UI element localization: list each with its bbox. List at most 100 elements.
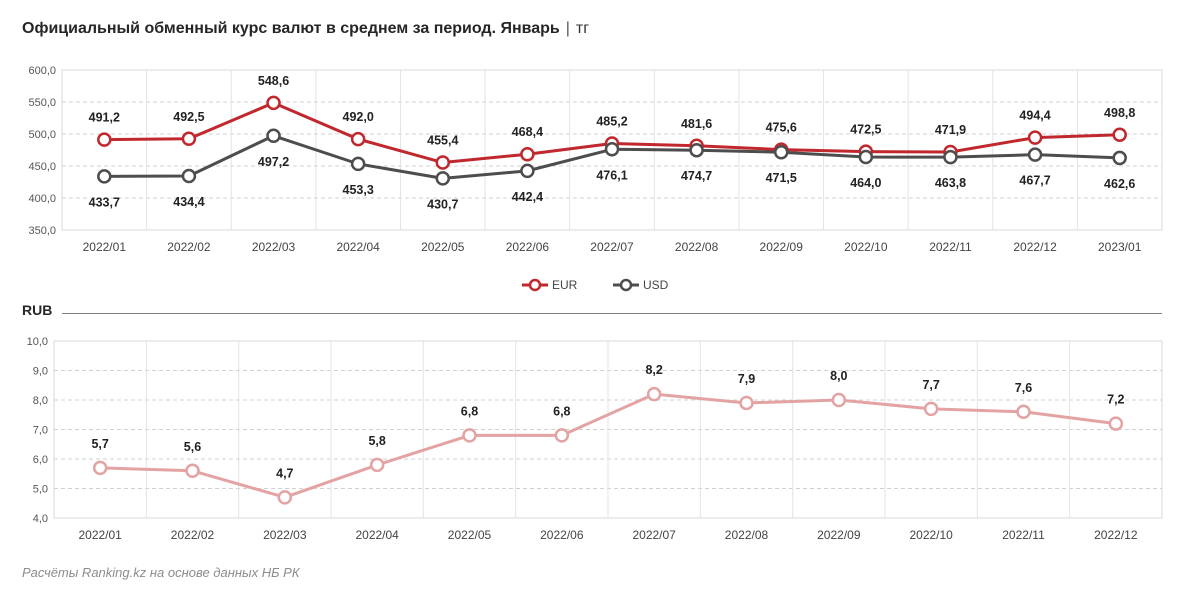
data-point-rub: [923, 401, 939, 417]
data-label-eur: 492,5: [173, 110, 204, 124]
y-tick-label: 7,0: [33, 425, 48, 437]
data-point-rub: [646, 386, 662, 402]
data-point-usd: [1027, 147, 1043, 162]
data-point-usd: [97, 169, 112, 184]
data-point-eur: [520, 146, 535, 162]
data-point-rub: [739, 395, 754, 411]
data-label-usd: 430,7: [427, 197, 458, 211]
x-tick-label: 2022/11: [929, 240, 972, 254]
x-tick-label: 2022/05: [421, 240, 465, 254]
data-point-eur: [181, 131, 197, 147]
x-tick-label: 2022/09: [817, 528, 861, 542]
legend-label-eur: EUR: [552, 278, 578, 292]
data-point-usd: [689, 142, 704, 158]
data-label-usd: 433,7: [89, 195, 120, 209]
data-point-rub: [369, 457, 385, 473]
data-label-usd: 442,4: [512, 190, 543, 204]
data-point-usd: [943, 149, 958, 165]
x-tick-label: 2022/02: [167, 240, 211, 254]
data-label-rub: 8,0: [830, 369, 847, 383]
data-label-rub: 6,8: [553, 404, 570, 418]
x-tick-label: 2022/01: [78, 528, 122, 542]
data-label-rub: 4,7: [276, 466, 293, 480]
data-label-eur: 471,9: [935, 123, 966, 137]
data-point-rub: [1108, 416, 1124, 431]
data-label-usd: 467,7: [1019, 174, 1050, 188]
data-label-eur: 494,4: [1019, 109, 1050, 123]
x-tick-label: 2022/05: [448, 528, 492, 542]
rub-chart-title: RUB: [22, 302, 53, 318]
data-label-usd: 464,0: [850, 176, 881, 190]
data-label-eur: 491,2: [89, 111, 120, 125]
chart-title-text: Официальный обменный курс валют в средне…: [22, 20, 560, 37]
x-tick-label: 2022/12: [1094, 528, 1138, 542]
data-label-usd: 463,8: [935, 176, 966, 190]
data-point-rub: [831, 392, 847, 408]
x-tick-label: 2022/07: [632, 528, 676, 542]
y-tick-label: 10,0: [27, 336, 48, 348]
x-tick-label: 2022/03: [252, 240, 296, 254]
x-tick-label: 2022/01: [83, 240, 127, 254]
series-line-rub: [100, 392, 1117, 499]
data-point-eur: [266, 95, 281, 111]
data-point-usd: [858, 149, 874, 165]
data-label-eur: 548,6: [258, 74, 289, 88]
data-label-rub: 7,9: [738, 372, 755, 386]
x-tick-label: 2022/02: [171, 528, 215, 542]
x-tick-label: 2022/04: [355, 528, 399, 542]
data-label-eur: 468,4: [512, 125, 543, 139]
y-tick-label: 8,0: [33, 395, 48, 407]
data-label-rub: 5,6: [184, 440, 201, 454]
data-label-rub: 8,2: [645, 363, 662, 377]
chart-title: Официальный обменный курс валют в средне…: [22, 20, 589, 38]
data-point-rub: [92, 460, 108, 476]
data-label-usd: 476,1: [596, 168, 627, 182]
data-label-rub: 5,8: [368, 434, 385, 448]
data-label-eur: 475,6: [766, 121, 797, 135]
data-point-rub: [277, 490, 293, 505]
y-tick-label: 5,0: [33, 484, 48, 496]
data-point-usd: [604, 142, 620, 157]
exchange-rate-chart-kzt: 350,0 400,0 450,0 500,0 550,0 600,0 2022/01 202…: [28, 65, 1163, 292]
data-label-usd: 497,2: [258, 155, 289, 169]
x-tick-label: 2022/06: [540, 528, 584, 542]
data-label-usd: 474,7: [681, 169, 712, 183]
data-label-eur: 481,6: [681, 117, 712, 131]
data-label-eur: 472,5: [850, 123, 881, 137]
y-tick-label: 550,0: [28, 97, 56, 109]
x-tick-label: 2022/10: [844, 240, 888, 254]
data-point-usd: [520, 163, 535, 179]
data-point-rub: [1016, 404, 1031, 420]
y-tick-label: 350,0: [28, 225, 56, 237]
x-tick-label: 2022/12: [1013, 240, 1057, 254]
plot-area: [61, 69, 1163, 231]
data-point-usd: [1112, 150, 1127, 166]
data-point-usd: [181, 168, 197, 184]
source-note: Расчёты Ranking.kz на основе данных НБ Р…: [22, 565, 300, 580]
y-tick-label: 400,0: [28, 193, 56, 205]
x-tick-label: 2022/04: [336, 240, 380, 254]
y-tick-label: 500,0: [28, 129, 56, 141]
data-label-eur: 485,2: [596, 114, 627, 128]
data-point-eur: [350, 131, 366, 147]
data-point-eur: [1027, 130, 1043, 145]
data-label-usd: 453,3: [343, 183, 374, 197]
data-label-rub: 6,8: [461, 404, 478, 418]
y-tick-label: 450,0: [28, 161, 56, 173]
legend-label-usd: USD: [643, 278, 669, 292]
rub-title-rule: [62, 313, 1162, 314]
y-tick-label: 4,0: [33, 513, 48, 525]
data-label-rub: 7,6: [1015, 381, 1032, 395]
y-tick-label: 9,0: [33, 366, 48, 378]
chart-title-unit: тг: [575, 20, 590, 37]
x-tick-label: 2022/09: [760, 240, 804, 254]
data-label-usd: 462,6: [1104, 177, 1135, 191]
data-label-eur: 455,4: [427, 134, 458, 148]
legend-marker-eur: [528, 278, 542, 292]
x-tick-label: 2022/08: [725, 528, 769, 542]
y-tick-label: 6,0: [33, 454, 48, 466]
data-point-eur: [1112, 127, 1127, 143]
data-point-rub: [462, 428, 477, 443]
data-point-eur: [97, 132, 112, 147]
y-tick-label: 600,0: [28, 65, 56, 77]
